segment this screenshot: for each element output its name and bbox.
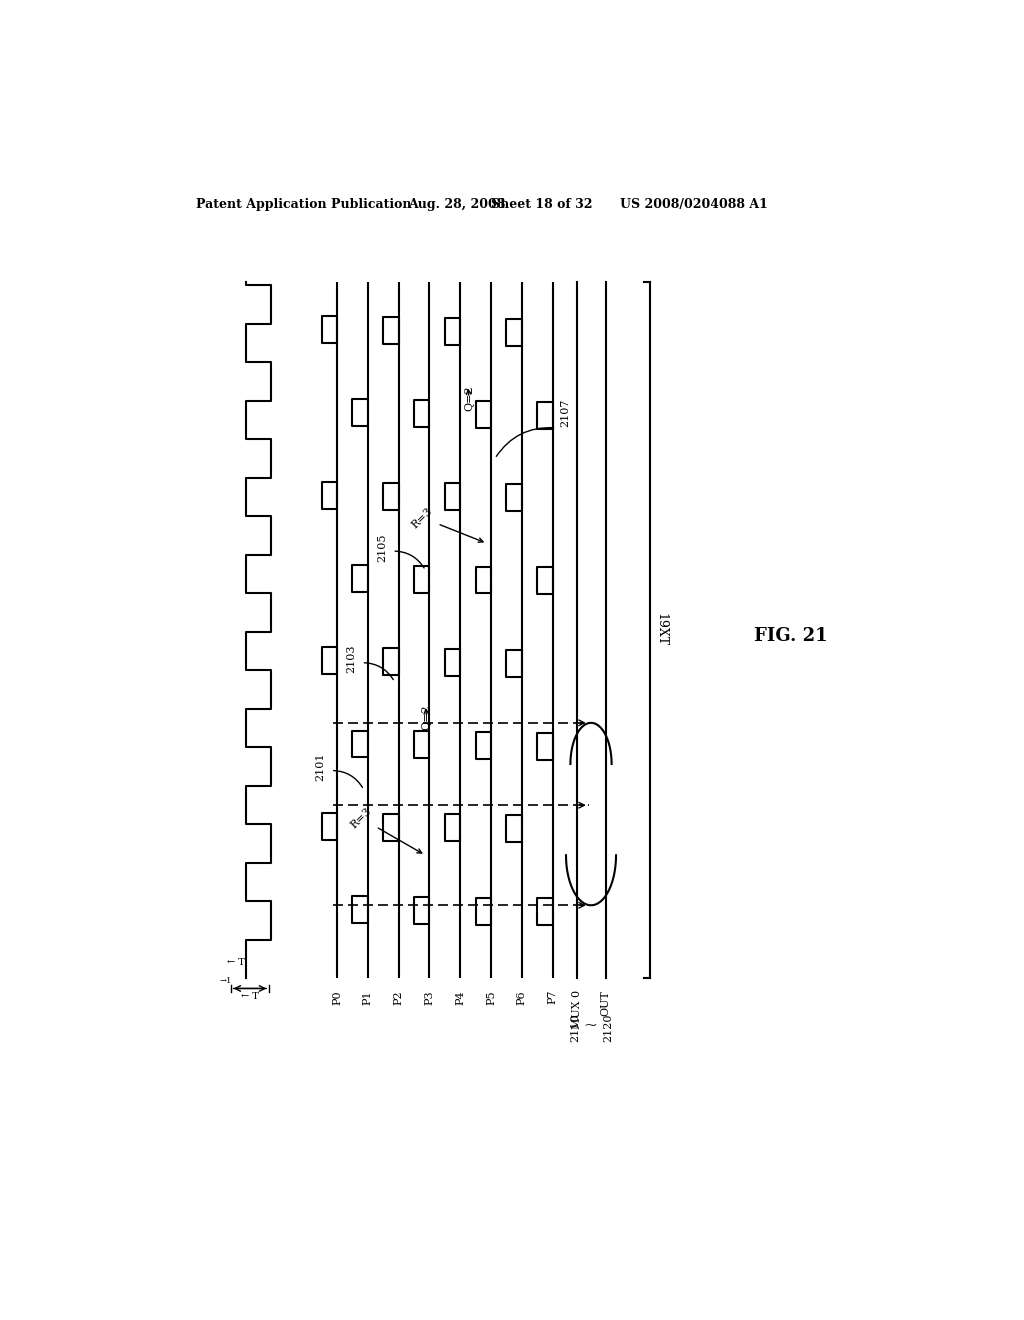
Text: P5: P5 [486, 990, 496, 1005]
Text: 2107: 2107 [560, 399, 570, 426]
Text: R=3: R=3 [348, 805, 422, 853]
Text: FIG. 21: FIG. 21 [755, 627, 827, 644]
Text: 2110: 2110 [569, 1014, 580, 1041]
Text: MUX 0: MUX 0 [572, 990, 583, 1030]
Text: P3: P3 [424, 990, 434, 1005]
Text: 2103: 2103 [346, 644, 356, 673]
Text: Q=2: Q=2 [422, 705, 432, 730]
Text: P7: P7 [548, 990, 557, 1005]
Text: 2101: 2101 [315, 752, 326, 781]
Text: 19XT: 19XT [655, 614, 668, 647]
Text: R=3: R=3 [410, 506, 483, 543]
Text: P4: P4 [455, 990, 465, 1005]
Text: OUT: OUT [601, 990, 610, 1016]
Text: ~: ~ [584, 1016, 597, 1034]
Text: 2105: 2105 [377, 533, 387, 561]
Text: P6: P6 [517, 990, 526, 1005]
Text: ← T: ← T [241, 991, 259, 1001]
Text: Aug. 28, 2008: Aug. 28, 2008 [408, 198, 505, 211]
Text: US 2008/0204088 A1: US 2008/0204088 A1 [620, 198, 767, 211]
Text: P2: P2 [393, 990, 403, 1005]
Text: Patent Application Publication: Patent Application Publication [196, 198, 412, 211]
Text: P0: P0 [332, 990, 342, 1005]
Text: P1: P1 [362, 990, 373, 1005]
Text: 2120: 2120 [603, 1014, 613, 1041]
Text: ← T: ← T [226, 958, 245, 966]
Text: Sheet 18 of 32: Sheet 18 of 32 [490, 198, 593, 211]
Text: Q=2: Q=2 [464, 385, 474, 411]
Text: →1: →1 [219, 977, 231, 985]
